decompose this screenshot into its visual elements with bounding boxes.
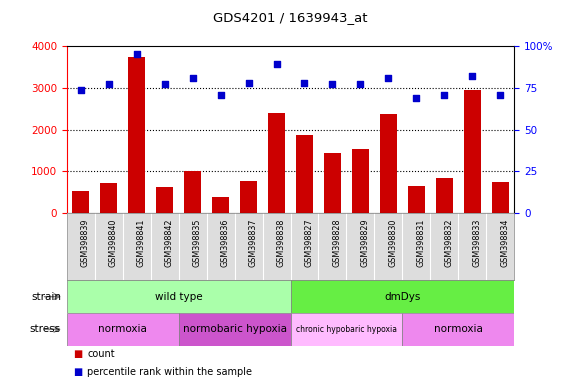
Bar [352, 149, 369, 213]
Point [188, 75, 198, 81]
Bar [67, 313, 179, 346]
Bar [408, 186, 425, 213]
Bar [403, 313, 514, 346]
Point [244, 80, 253, 86]
Text: GSM398827: GSM398827 [304, 218, 314, 267]
Bar [268, 113, 285, 213]
Text: GSM398836: GSM398836 [221, 218, 229, 267]
Text: wild type: wild type [155, 291, 202, 302]
Text: ■: ■ [73, 349, 82, 359]
Bar [290, 280, 514, 313]
Point [356, 81, 365, 88]
Point [328, 81, 337, 88]
Text: GSM398834: GSM398834 [500, 218, 509, 267]
Bar [184, 170, 201, 213]
Point [300, 80, 309, 86]
Bar [67, 280, 290, 313]
Text: GSM398832: GSM398832 [444, 218, 453, 267]
Bar [464, 90, 480, 213]
Bar [212, 197, 229, 213]
Point [383, 75, 393, 81]
Text: strain: strain [31, 291, 61, 302]
Bar [101, 183, 117, 213]
Text: GSM398830: GSM398830 [388, 218, 397, 267]
Text: GSM398842: GSM398842 [164, 218, 174, 267]
Point [104, 81, 113, 88]
Text: GSM398831: GSM398831 [417, 218, 425, 267]
Text: ■: ■ [73, 366, 82, 377]
Point [132, 51, 141, 58]
Text: normoxia: normoxia [98, 324, 147, 334]
Bar [380, 114, 397, 213]
Point [496, 91, 505, 98]
Text: percentile rank within the sample: percentile rank within the sample [87, 366, 252, 377]
Bar [179, 313, 290, 346]
Text: GSM398837: GSM398837 [249, 218, 257, 267]
Bar [492, 182, 508, 213]
Text: GSM398833: GSM398833 [472, 218, 481, 267]
Bar [324, 153, 341, 213]
Bar [128, 56, 145, 213]
Text: GSM398835: GSM398835 [193, 218, 202, 267]
Point [160, 81, 169, 88]
Text: normoxia: normoxia [434, 324, 483, 334]
Text: GSM398828: GSM398828 [332, 218, 342, 267]
Point [76, 86, 85, 93]
Bar [240, 180, 257, 213]
Text: GSM398839: GSM398839 [81, 218, 90, 267]
Text: chronic hypobaric hypoxia: chronic hypobaric hypoxia [296, 325, 397, 334]
Bar [296, 135, 313, 213]
Bar [290, 313, 403, 346]
Text: count: count [87, 349, 115, 359]
Point [412, 95, 421, 101]
Point [440, 91, 449, 98]
Text: GDS4201 / 1639943_at: GDS4201 / 1639943_at [213, 12, 368, 25]
Point [468, 73, 477, 79]
Text: dmDys: dmDys [384, 291, 421, 302]
Text: stress: stress [30, 324, 61, 334]
Text: normobaric hypoxia: normobaric hypoxia [182, 324, 286, 334]
Bar [436, 178, 453, 213]
Text: GSM398840: GSM398840 [109, 218, 118, 267]
Text: GSM398841: GSM398841 [137, 218, 146, 267]
Bar [156, 187, 173, 213]
Point [272, 61, 281, 68]
Point [216, 91, 225, 98]
Bar [73, 191, 89, 213]
Text: GSM398838: GSM398838 [277, 218, 285, 267]
Text: GSM398829: GSM398829 [360, 218, 370, 267]
